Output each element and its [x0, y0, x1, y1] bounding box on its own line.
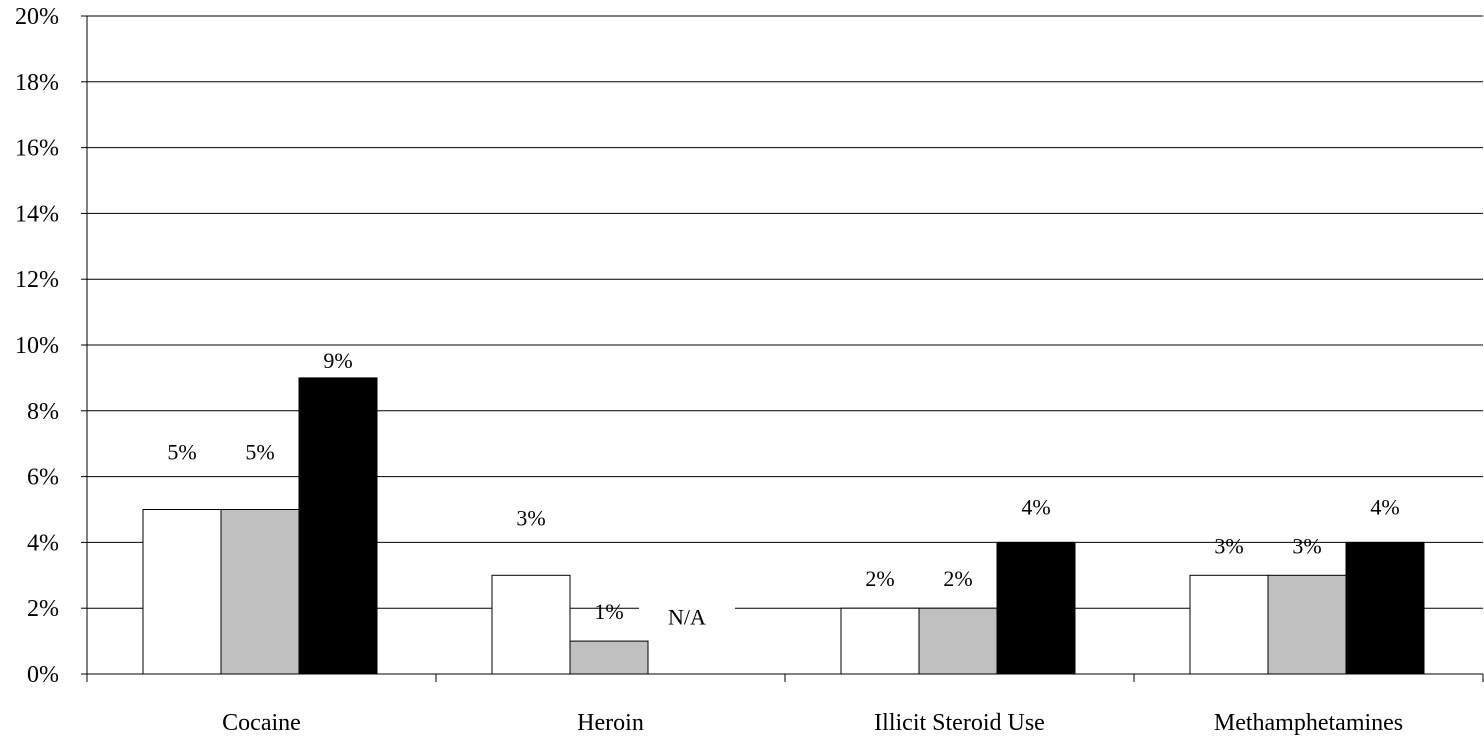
category-labels: Cocaine Heroin Illicit Steroid Use Methamph…: [222, 710, 1403, 736]
bar: [220, 509, 300, 675]
category-label: Heroin: [577, 710, 644, 736]
na-label-background: [639, 600, 735, 635]
category-label: Illicit Steroid Use: [874, 710, 1045, 736]
y-tick-label: 8%: [27, 399, 59, 425]
data-label: 3%: [1292, 533, 1321, 558]
bar: [918, 607, 998, 675]
bar: [569, 640, 649, 675]
data-label: N/A: [668, 605, 706, 630]
bar: [142, 509, 222, 675]
bar: [1345, 541, 1425, 675]
data-label: 1%: [594, 599, 623, 624]
bar: [491, 574, 571, 675]
y-tick-label: 14%: [15, 201, 59, 227]
data-label: 2%: [865, 566, 894, 591]
y-tick-label: 18%: [15, 70, 59, 96]
category-label: Cocaine: [222, 710, 301, 736]
y-tick-label: 0%: [27, 662, 59, 688]
y-tick-label: 10%: [15, 333, 59, 359]
y-tick-label: 20%: [15, 4, 59, 30]
axes: [81, 15, 1484, 682]
y-tick-label: 12%: [15, 267, 59, 293]
bar: [1267, 574, 1347, 675]
data-label: 5%: [245, 440, 274, 465]
bar: [840, 607, 920, 675]
data-labels: 5% 5% 9% 3% 1% N/A 2% 2% 4% 3% 3% 4%: [167, 348, 1400, 635]
data-label: 4%: [1021, 494, 1050, 519]
data-label: 4%: [1370, 494, 1399, 519]
y-tick-label: 2%: [27, 596, 59, 622]
y-tick-label: 6%: [27, 465, 59, 491]
data-label: 3%: [1214, 533, 1243, 558]
bars: [142, 377, 1425, 675]
bar: [996, 541, 1076, 675]
y-tick-labels: 0% 2% 4% 6% 8% 10% 12% 14% 16% 18% 20%: [15, 4, 59, 688]
data-label: 9%: [323, 348, 352, 373]
bar: [1189, 574, 1269, 675]
data-label: 2%: [943, 566, 972, 591]
y-tick-label: 16%: [15, 136, 59, 162]
category-label: Methamphetamines: [1214, 710, 1403, 736]
y-tick-label: 4%: [27, 530, 59, 556]
bar: [298, 377, 378, 675]
data-label: 3%: [516, 505, 545, 530]
data-label: 5%: [167, 440, 196, 465]
